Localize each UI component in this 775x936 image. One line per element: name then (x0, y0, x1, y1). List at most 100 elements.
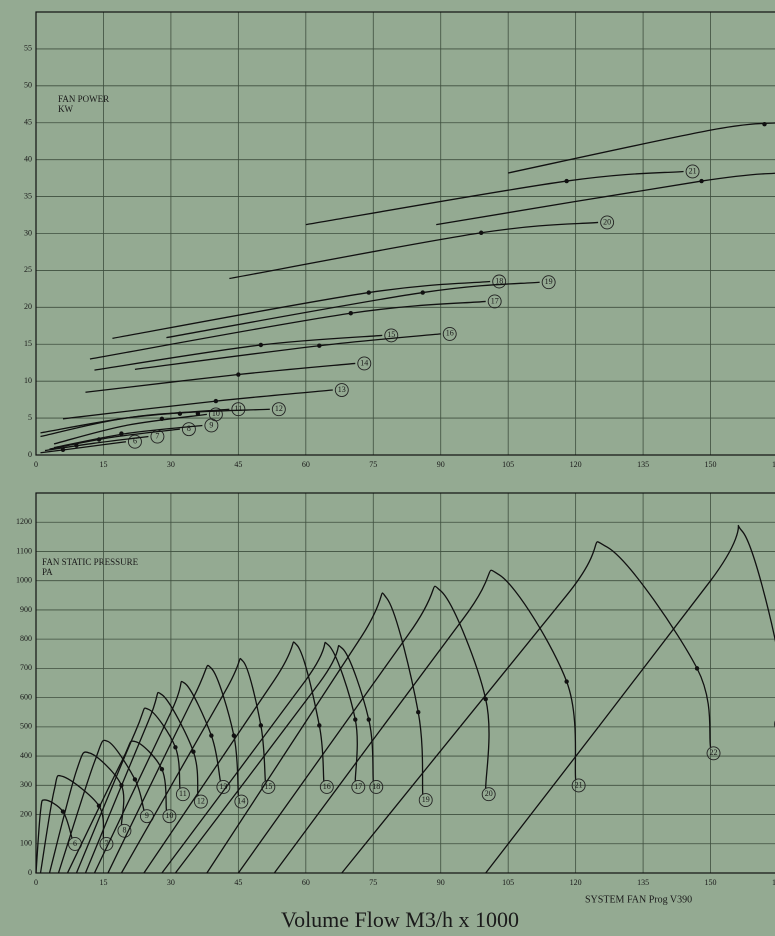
x-tick-label: 15 (99, 460, 107, 469)
x-tick-label: 105 (502, 460, 514, 469)
label-circle (442, 326, 457, 341)
label-circle (99, 836, 114, 851)
label-circle (487, 294, 502, 309)
series-label: 9 (145, 811, 149, 820)
fan-curve (229, 221, 599, 280)
label-circle (208, 407, 223, 422)
operating-point (60, 447, 66, 453)
series-label: 14 (237, 796, 245, 805)
series-label: 20 (485, 789, 493, 798)
fan-curve (75, 707, 181, 874)
fan-curve (48, 751, 125, 874)
x-axis-label: Volume Flow M3/h x 1000 (281, 907, 519, 932)
series-label: 10 (212, 409, 220, 418)
series-label: 7 (155, 431, 159, 440)
y-tick-label: 15 (24, 339, 32, 348)
series-label: 18 (372, 782, 380, 791)
series-label: 17 (354, 782, 362, 791)
fan-curve (161, 641, 358, 874)
y-tick-label: 25 (24, 265, 32, 274)
x-tick-label: 150 (705, 878, 717, 887)
fan-curve (120, 657, 266, 874)
series-label: 18 (495, 276, 503, 285)
series-label: 7 (104, 839, 108, 848)
x-tick-label: 60 (302, 878, 310, 887)
chart-unit: KW (58, 104, 73, 114)
label-circle (261, 779, 276, 794)
fan-curve (89, 300, 486, 360)
series-label: 11 (179, 789, 187, 798)
operating-point (132, 777, 138, 782)
x-tick-label: 60 (302, 460, 310, 469)
fan-curve (66, 740, 168, 874)
fan-curve (174, 644, 374, 874)
series-label: 16 (446, 329, 454, 338)
label-circle (162, 809, 177, 824)
operating-point (353, 717, 358, 722)
label-circle (175, 787, 190, 802)
series-label: 14 (360, 358, 368, 367)
label-circle (541, 275, 556, 290)
series-label: 16 (323, 782, 331, 791)
series-label: 8 (187, 424, 191, 433)
series-label: 8 (122, 826, 126, 835)
fan-curve (508, 122, 775, 174)
y-tick-label: 800 (20, 634, 32, 643)
operating-point (195, 411, 201, 416)
series-label: 9 (209, 420, 213, 429)
label-circle (234, 794, 249, 809)
y-tick-label: 1100 (16, 546, 32, 555)
chart-title: FAN STATIC PRESSURE (42, 557, 139, 567)
fan-curve (85, 362, 356, 393)
label-circle (193, 794, 208, 809)
series-label: 20 (603, 217, 611, 226)
chart-title: FAN POWER (58, 94, 109, 104)
series-label: 21 (575, 780, 583, 789)
series-label: 21 (689, 166, 697, 175)
operating-point (699, 178, 704, 184)
fan-curve (57, 739, 145, 874)
x-tick-label: 90 (437, 460, 445, 469)
label-circle (685, 164, 700, 179)
series-label: 11 (235, 404, 243, 413)
label-circle (216, 779, 231, 794)
plot-frame (35, 492, 775, 874)
series-label: 15 (264, 782, 272, 791)
fan-curve (485, 524, 775, 874)
label-circle (418, 793, 433, 808)
operating-point (564, 178, 569, 184)
operating-point (694, 666, 700, 671)
operating-point (258, 723, 264, 728)
x-tick-label: 120 (570, 460, 582, 469)
y-tick-label: 900 (20, 605, 32, 614)
fan-curve (112, 280, 491, 339)
label-circle (351, 779, 366, 794)
label-circle (384, 328, 399, 343)
fan-curve (237, 585, 490, 874)
label-circle (231, 402, 246, 417)
series-label: 22 (710, 748, 718, 757)
series-label: 17 (491, 296, 499, 305)
fan-curve (49, 428, 180, 450)
series-label: 6 (133, 437, 137, 446)
y-tick-label: 55 (24, 44, 32, 53)
y-tick-label: 100 (20, 839, 32, 848)
fan-curve (436, 172, 775, 226)
operating-point (159, 767, 165, 772)
operating-point (173, 745, 178, 750)
label-circle (600, 215, 615, 230)
operating-point (762, 122, 767, 127)
x-tick-label: 75 (369, 460, 377, 469)
label-circle (127, 434, 142, 449)
series-label: 12 (197, 796, 205, 805)
x-tick-label: 90 (437, 878, 445, 887)
series-label: 10 (165, 811, 173, 820)
label-circle (357, 356, 372, 371)
series-label: 15 (387, 330, 395, 339)
fan-curve (341, 541, 712, 874)
label-circle (481, 787, 496, 802)
operating-point (483, 696, 488, 702)
x-tick-label: 15 (99, 878, 107, 887)
fan-curve (93, 680, 222, 874)
label-circle (181, 422, 196, 437)
